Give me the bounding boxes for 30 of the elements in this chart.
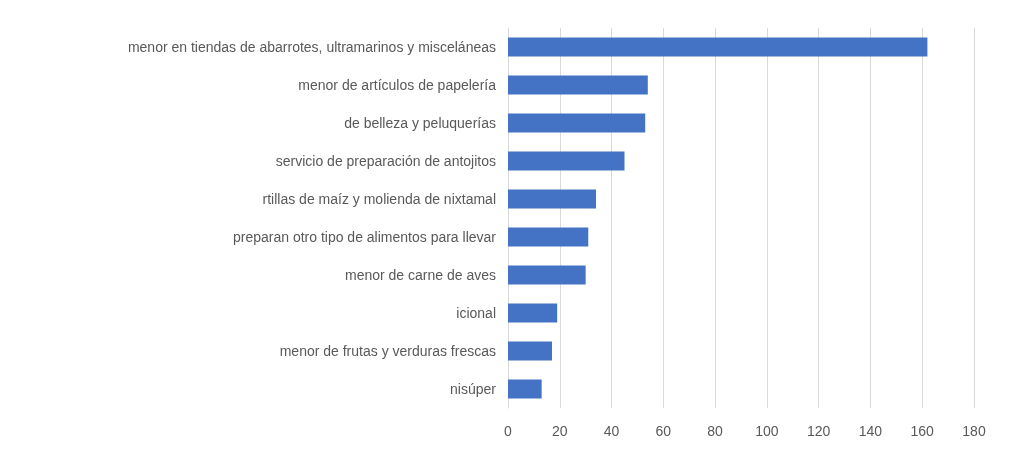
x-tick-label: 160: [910, 423, 935, 439]
x-tick-label: 80: [707, 423, 724, 439]
bar: [508, 151, 625, 171]
y-tick-label: menor de frutas y verduras frescas: [279, 343, 496, 359]
x-tick-label: 0: [504, 423, 513, 439]
bar: [508, 379, 542, 399]
x-tick-label: 40: [603, 423, 620, 439]
bar: [508, 303, 558, 323]
bar: [508, 75, 648, 95]
bar: [508, 189, 597, 209]
bar: [508, 341, 553, 361]
bar: [508, 37, 928, 57]
x-tick-label: 60: [655, 423, 672, 439]
y-tick-label: menor de artículos de papelería: [298, 77, 497, 93]
x-tick-label: 180: [962, 423, 986, 439]
bar: [508, 227, 589, 247]
y-tick-label: servicio de preparación de antojitos: [275, 153, 496, 169]
y-tick-label: menor en tiendas de abarrotes, ultramarinos y misceláneas: [127, 39, 496, 55]
x-tick-label: 140: [858, 423, 883, 439]
x-tick-label: 20: [551, 423, 568, 439]
x-tick-label: 120: [806, 423, 831, 439]
y-tick-label: rtillas de maíz y molienda de nixtamal: [262, 191, 496, 207]
bar: [508, 113, 646, 133]
x-tick-label: 100: [755, 423, 779, 439]
y-tick-label: de belleza y peluquerías: [344, 115, 496, 131]
y-tick-label: icional: [456, 305, 496, 321]
y-tick-label: preparan otro tipo de alimentos para llevar: [232, 229, 497, 245]
y-tick-label: menor de carne de aves: [345, 267, 496, 283]
y-tick-label: nisúper: [450, 381, 497, 397]
bar: [508, 265, 586, 285]
